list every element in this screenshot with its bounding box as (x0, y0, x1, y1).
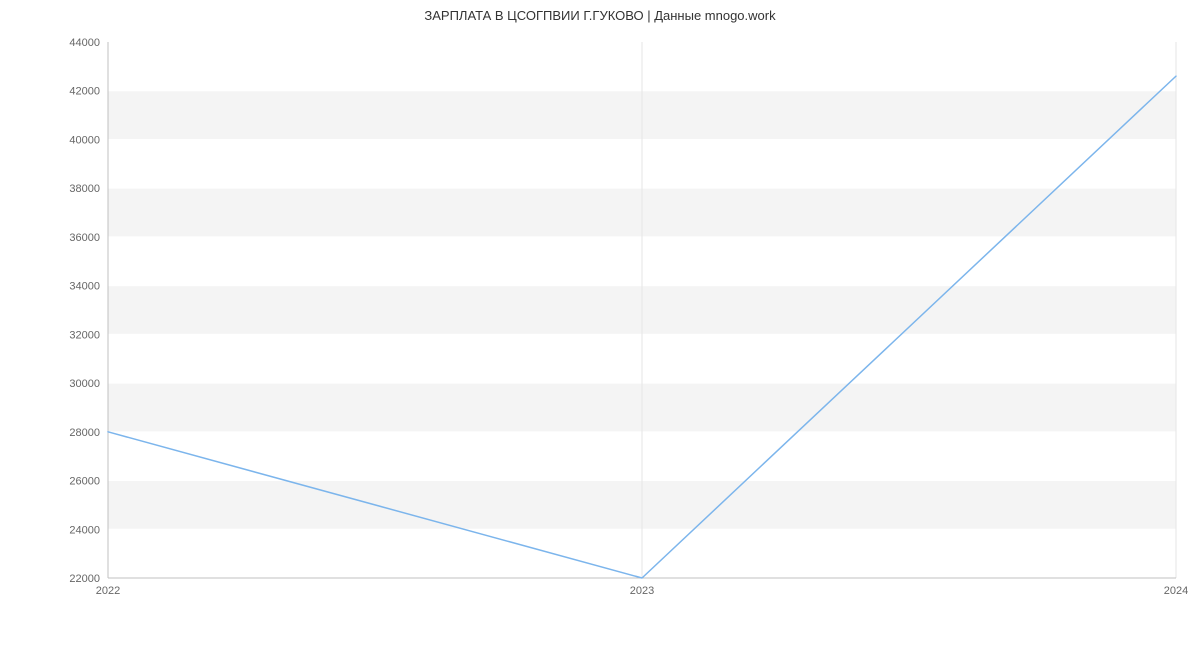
svg-text:30000: 30000 (69, 378, 100, 390)
svg-text:32000: 32000 (69, 329, 100, 341)
svg-text:38000: 38000 (69, 183, 100, 195)
svg-text:36000: 36000 (69, 232, 100, 244)
chart-svg: 22000 24000 26000 28000 30000 32000 34000 36000… (0, 0, 1200, 650)
svg-text:24000: 24000 (69, 524, 100, 536)
svg-text:2024: 2024 (1164, 585, 1188, 597)
svg-text:42000: 42000 (69, 86, 100, 98)
svg-text:34000: 34000 (69, 281, 100, 293)
svg-text:40000: 40000 (69, 134, 100, 146)
svg-text:26000: 26000 (69, 476, 100, 488)
svg-text:28000: 28000 (69, 427, 100, 439)
svg-text:2022: 2022 (96, 585, 120, 597)
svg-text:44000: 44000 (69, 37, 100, 49)
svg-text:2023: 2023 (630, 585, 654, 597)
svg-text:22000: 22000 (69, 573, 100, 585)
salary-line-chart: ЗАРПЛАТА В ЦСОГПВИИ Г.ГУКОВО | Данные mn… (0, 0, 1200, 650)
